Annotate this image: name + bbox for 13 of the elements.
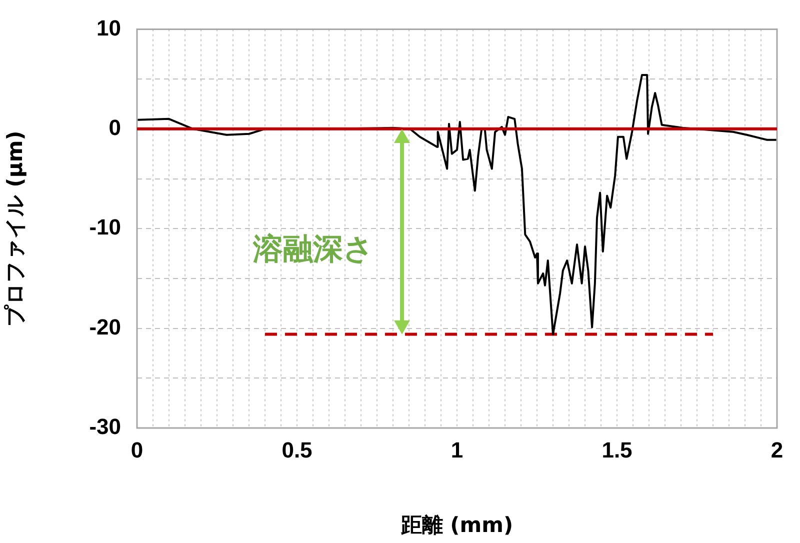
y-tick-label: -10 (89, 214, 121, 240)
annotation: 溶融深さ (252, 232, 374, 268)
x-tick-label: 0 (130, 437, 144, 462)
y-tick-label: 0 (108, 114, 121, 140)
x-tick-label: 2 (770, 437, 784, 462)
x-tick-label: 1 (450, 437, 464, 462)
y-axis-title: プロファイル (μm) (3, 130, 28, 327)
y-tick-label: -20 (89, 314, 121, 340)
x-tick-label: 0.5 (282, 437, 312, 462)
y-tick-label: -30 (89, 414, 121, 440)
x-axis-title: 距離 (mm) (400, 512, 514, 537)
x-tick-label: 1.5 (602, 437, 632, 462)
y-tick-label: 10 (96, 15, 121, 40)
